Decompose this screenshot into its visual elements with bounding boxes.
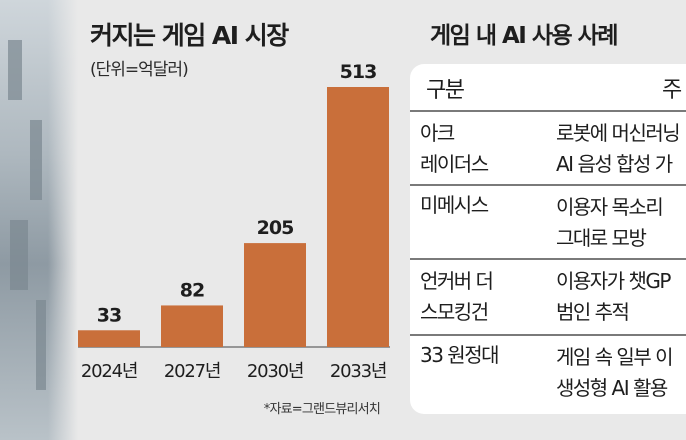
bar [78,330,140,347]
table-title: 게임 내 AI 사용 사례 [430,23,619,49]
row-description: 이용자가 챗GP 범인 추적 [556,269,671,324]
table-header: 구분 주 [410,64,686,110]
table-panel: 게임 내 AI 사용 사례 구분 주 아크 레이더스 로봇에 머신러닝 AI 음… [390,0,686,440]
chart-unit: (단위=억달러) [90,60,189,80]
bar-chart: 33 2024년 82 2027년 205 2030년 513 2033년 [78,61,390,382]
row-name: 미메시스 [420,193,489,217]
row-description: 이용자 목소리 그대로 모방 [556,195,664,250]
table-row: 33 원정대 게임 속 일부 이 생성형 AI 활용 [410,334,686,414]
row-name: 언커버 더 스모킹건 [420,269,494,324]
building-window [36,300,46,390]
chart-panel: 커지는 게임 AI 시장 (단위=억달러) 33 2024년 82 2027년 205 2… [78,0,390,440]
bar-value-label: 205 [257,217,294,239]
building-window [10,220,28,290]
x-tick-label: 2027년 [164,361,220,382]
x-tick-label: 2033년 [330,361,386,382]
bar [161,305,223,347]
row-name: 33 원정대 [420,343,500,367]
row-description: 게임 속 일부 이 생성형 AI 활용 [556,345,673,400]
table-row: 언커버 더 스모킹건 이용자가 챗GP 범인 추적 [410,258,686,336]
bar-value-label: 82 [180,279,204,301]
photo-fade [48,0,78,440]
building-window [8,40,22,100]
chart-title: 커지는 게임 AI 시장 [90,21,289,50]
table-row: 미메시스 이용자 목소리 그대로 모방 [410,184,686,260]
bar-value-label: 513 [340,61,377,83]
x-tick-label: 2030년 [247,361,303,382]
building-photo [0,0,78,440]
bar-value-label: 33 [97,304,121,326]
header-category: 구분 [426,78,465,103]
bar [244,243,306,347]
usage-table: 구분 주 아크 레이더스 로봇에 머신러닝 AI 음성 합성 가 미메시스 이용… [410,64,686,414]
table-row: 아크 레이더스 로봇에 머신러닝 AI 음성 합성 가 [410,110,686,186]
bar [327,87,389,347]
x-tick-label: 2024년 [81,361,137,382]
chart-source: *자료=그랜드뷰리서치 [263,402,381,417]
row-name: 아크 레이더스 [420,121,489,176]
row-description: 로봇에 머신러닝 AI 음성 합성 가 [556,121,681,176]
building-window [30,120,42,200]
header-description: 주 [662,78,682,103]
